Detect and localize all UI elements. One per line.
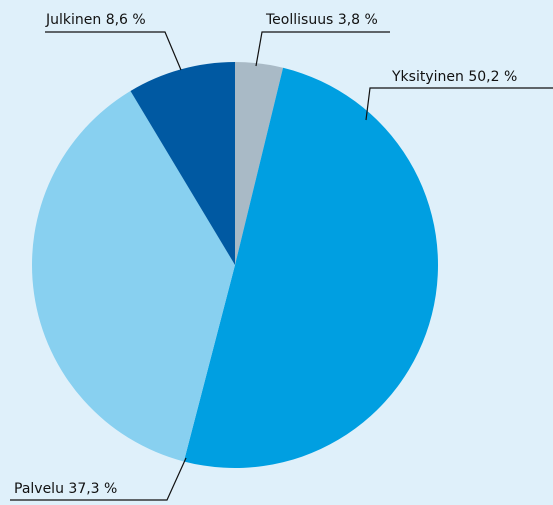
pie-slice [183, 67, 439, 469]
category-label: Teollisuus [265, 12, 333, 28]
value-label: 8,6 % [106, 12, 146, 28]
value-label: 50,2 % [468, 69, 517, 85]
category-label: Yksityinen [391, 69, 464, 85]
category-label: Palvelu [14, 481, 64, 497]
slice-label: Yksityinen 50,2 % [391, 69, 517, 85]
leader-line [365, 87, 553, 121]
leader-line [255, 31, 390, 67]
leader-line [10, 457, 187, 501]
slice-label: Palvelu 37,3 % [14, 481, 117, 497]
category-label: Julkinen [45, 12, 101, 28]
pie-slice [31, 90, 235, 462]
value-label: 37,3 % [68, 481, 117, 497]
slice-label: Julkinen 8,6 % [45, 12, 146, 28]
pie [31, 62, 439, 469]
slice-label: Teollisuus 3,8 % [265, 12, 378, 28]
pie-slice [130, 62, 235, 265]
pie-slice [235, 62, 284, 265]
value-label: 3,8 % [338, 12, 378, 28]
leader-line [45, 31, 182, 71]
